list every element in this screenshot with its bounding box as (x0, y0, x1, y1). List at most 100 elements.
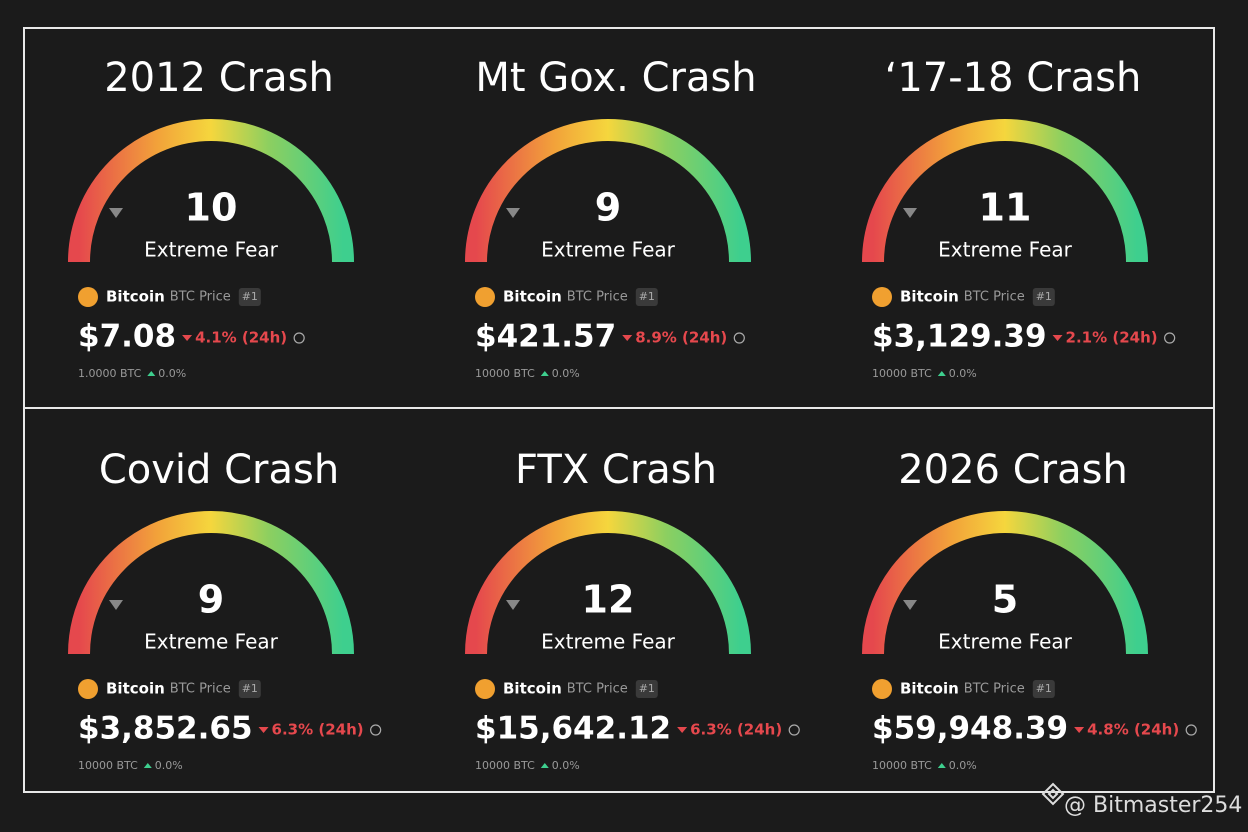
price-change: 6.3% (24h) (690, 721, 782, 739)
panel-title: ‘17-18 Crash (885, 55, 1142, 101)
coin-icon (872, 679, 892, 699)
gauge-label: Extreme Fear (541, 630, 676, 654)
panel: Mt Gox. Crash 9 Extreme Fear Bitcoin BTC Pri… (465, 55, 757, 380)
gauge-arc (68, 511, 354, 655)
holding: 10000 BTC (475, 367, 535, 380)
holding-change: 0.0% (949, 367, 977, 380)
price-label: BTC Price (170, 290, 231, 305)
down-arrow (622, 335, 633, 341)
info-icon (788, 724, 800, 736)
up-arrow (540, 763, 549, 768)
rank-badge (238, 680, 261, 698)
gauge-label: Extreme Fear (541, 238, 676, 262)
price: $3,852.65 (78, 711, 253, 747)
panel-title: FTX Crash (515, 447, 717, 493)
panel: ‘17-18 Crash 11 Extreme Fear Bitcoin BTC Pri… (862, 55, 1176, 380)
gauge-value: 5 (992, 578, 1018, 622)
price-change: 2.1% (24h) (1066, 329, 1158, 347)
price-change: 4.1% (24h) (195, 329, 287, 347)
holding: 10000 BTC (872, 759, 932, 772)
down-arrow (677, 727, 688, 733)
panel-title: Mt Gox. Crash (475, 55, 756, 101)
rank-badge (635, 288, 658, 306)
rank: #1 (242, 290, 258, 303)
panel: 2026 Crash 5 Extreme Fear Bitcoin BTC Price #… (862, 447, 1197, 772)
holding-change: 0.0% (949, 759, 977, 772)
panel: FTX Crash 12 Extreme Fear Bitcoin BTC Price #… (465, 447, 800, 772)
rank: #1 (1036, 682, 1052, 695)
rank: #1 (639, 290, 655, 303)
gauge-marker (109, 600, 123, 610)
rank: #1 (639, 682, 655, 695)
info-icon (733, 332, 745, 344)
holding: 1.0000 BTC (78, 367, 142, 380)
down-arrow (182, 335, 193, 341)
gauge-arc (465, 119, 751, 263)
price: $7.08 (78, 319, 176, 355)
price: $3,129.39 (872, 319, 1047, 355)
down-arrow (1074, 727, 1085, 733)
rank-badge (1032, 680, 1055, 698)
panel-title: Covid Crash (99, 447, 339, 493)
coin-icon (872, 287, 892, 307)
gauge-marker (109, 208, 123, 218)
coin-name: Bitcoin (106, 288, 165, 306)
panel-title: 2012 Crash (104, 55, 334, 101)
holding-change: 0.0% (552, 759, 580, 772)
gauge-value: 9 (595, 186, 621, 230)
holding-change: 0.0% (158, 367, 186, 380)
gauge-marker (903, 208, 917, 218)
price-label: BTC Price (964, 290, 1025, 305)
rank: #1 (242, 682, 258, 695)
coin-name: Bitcoin (503, 288, 562, 306)
coin-icon (78, 287, 98, 307)
gauge-arc (862, 511, 1148, 655)
price: $59,948.39 (872, 711, 1068, 747)
gauge-label: Extreme Fear (144, 238, 279, 262)
down-arrow (258, 727, 269, 733)
coin-name: Bitcoin (900, 288, 959, 306)
info-icon (1185, 724, 1197, 736)
gauge-marker (903, 600, 917, 610)
gauge-marker (506, 600, 520, 610)
holding-change: 0.0% (552, 367, 580, 380)
price: $421.57 (475, 319, 616, 355)
gauge-arc (465, 511, 751, 655)
panel: 2012 Crash 10 Extreme Fear Bitcoin BTC Price… (68, 55, 354, 380)
gauge-label: Extreme Fear (938, 630, 1073, 654)
up-arrow (143, 763, 152, 768)
coin-icon (78, 679, 98, 699)
gauge-value: 10 (185, 186, 238, 230)
up-arrow (540, 371, 549, 376)
info-icon (293, 332, 305, 344)
panel: Covid Crash 9 Extreme Fear Bitcoin BTC Price… (68, 447, 382, 772)
price-label: BTC Price (567, 290, 628, 305)
price-change: 4.8% (24h) (1087, 721, 1179, 739)
up-arrow (937, 371, 946, 376)
gauge-label: Extreme Fear (938, 238, 1073, 262)
coin-icon (475, 287, 495, 307)
info-icon (1164, 332, 1176, 344)
frame (23, 27, 1215, 793)
up-arrow (147, 371, 156, 376)
gauge-arc (862, 119, 1148, 263)
down-arrow (1052, 335, 1063, 341)
coin-name: Bitcoin (900, 680, 959, 698)
rank-badge (1032, 288, 1055, 306)
rank-badge (635, 680, 658, 698)
watermark-text: @ Bitmaster254 (1064, 793, 1242, 818)
price: $15,642.12 (475, 711, 671, 747)
price-change: 6.3% (24h) (272, 721, 364, 739)
coin-icon (475, 679, 495, 699)
holding: 10000 BTC (475, 759, 535, 772)
rank-badge (238, 288, 261, 306)
price-label: BTC Price (170, 682, 231, 697)
price-label: BTC Price (567, 682, 628, 697)
holding: 10000 BTC (78, 759, 138, 772)
gauge-arc (68, 119, 354, 263)
price-label: BTC Price (964, 682, 1025, 697)
info-icon (370, 724, 382, 736)
watermark-icon (1041, 782, 1065, 806)
rank: #1 (1036, 290, 1052, 303)
